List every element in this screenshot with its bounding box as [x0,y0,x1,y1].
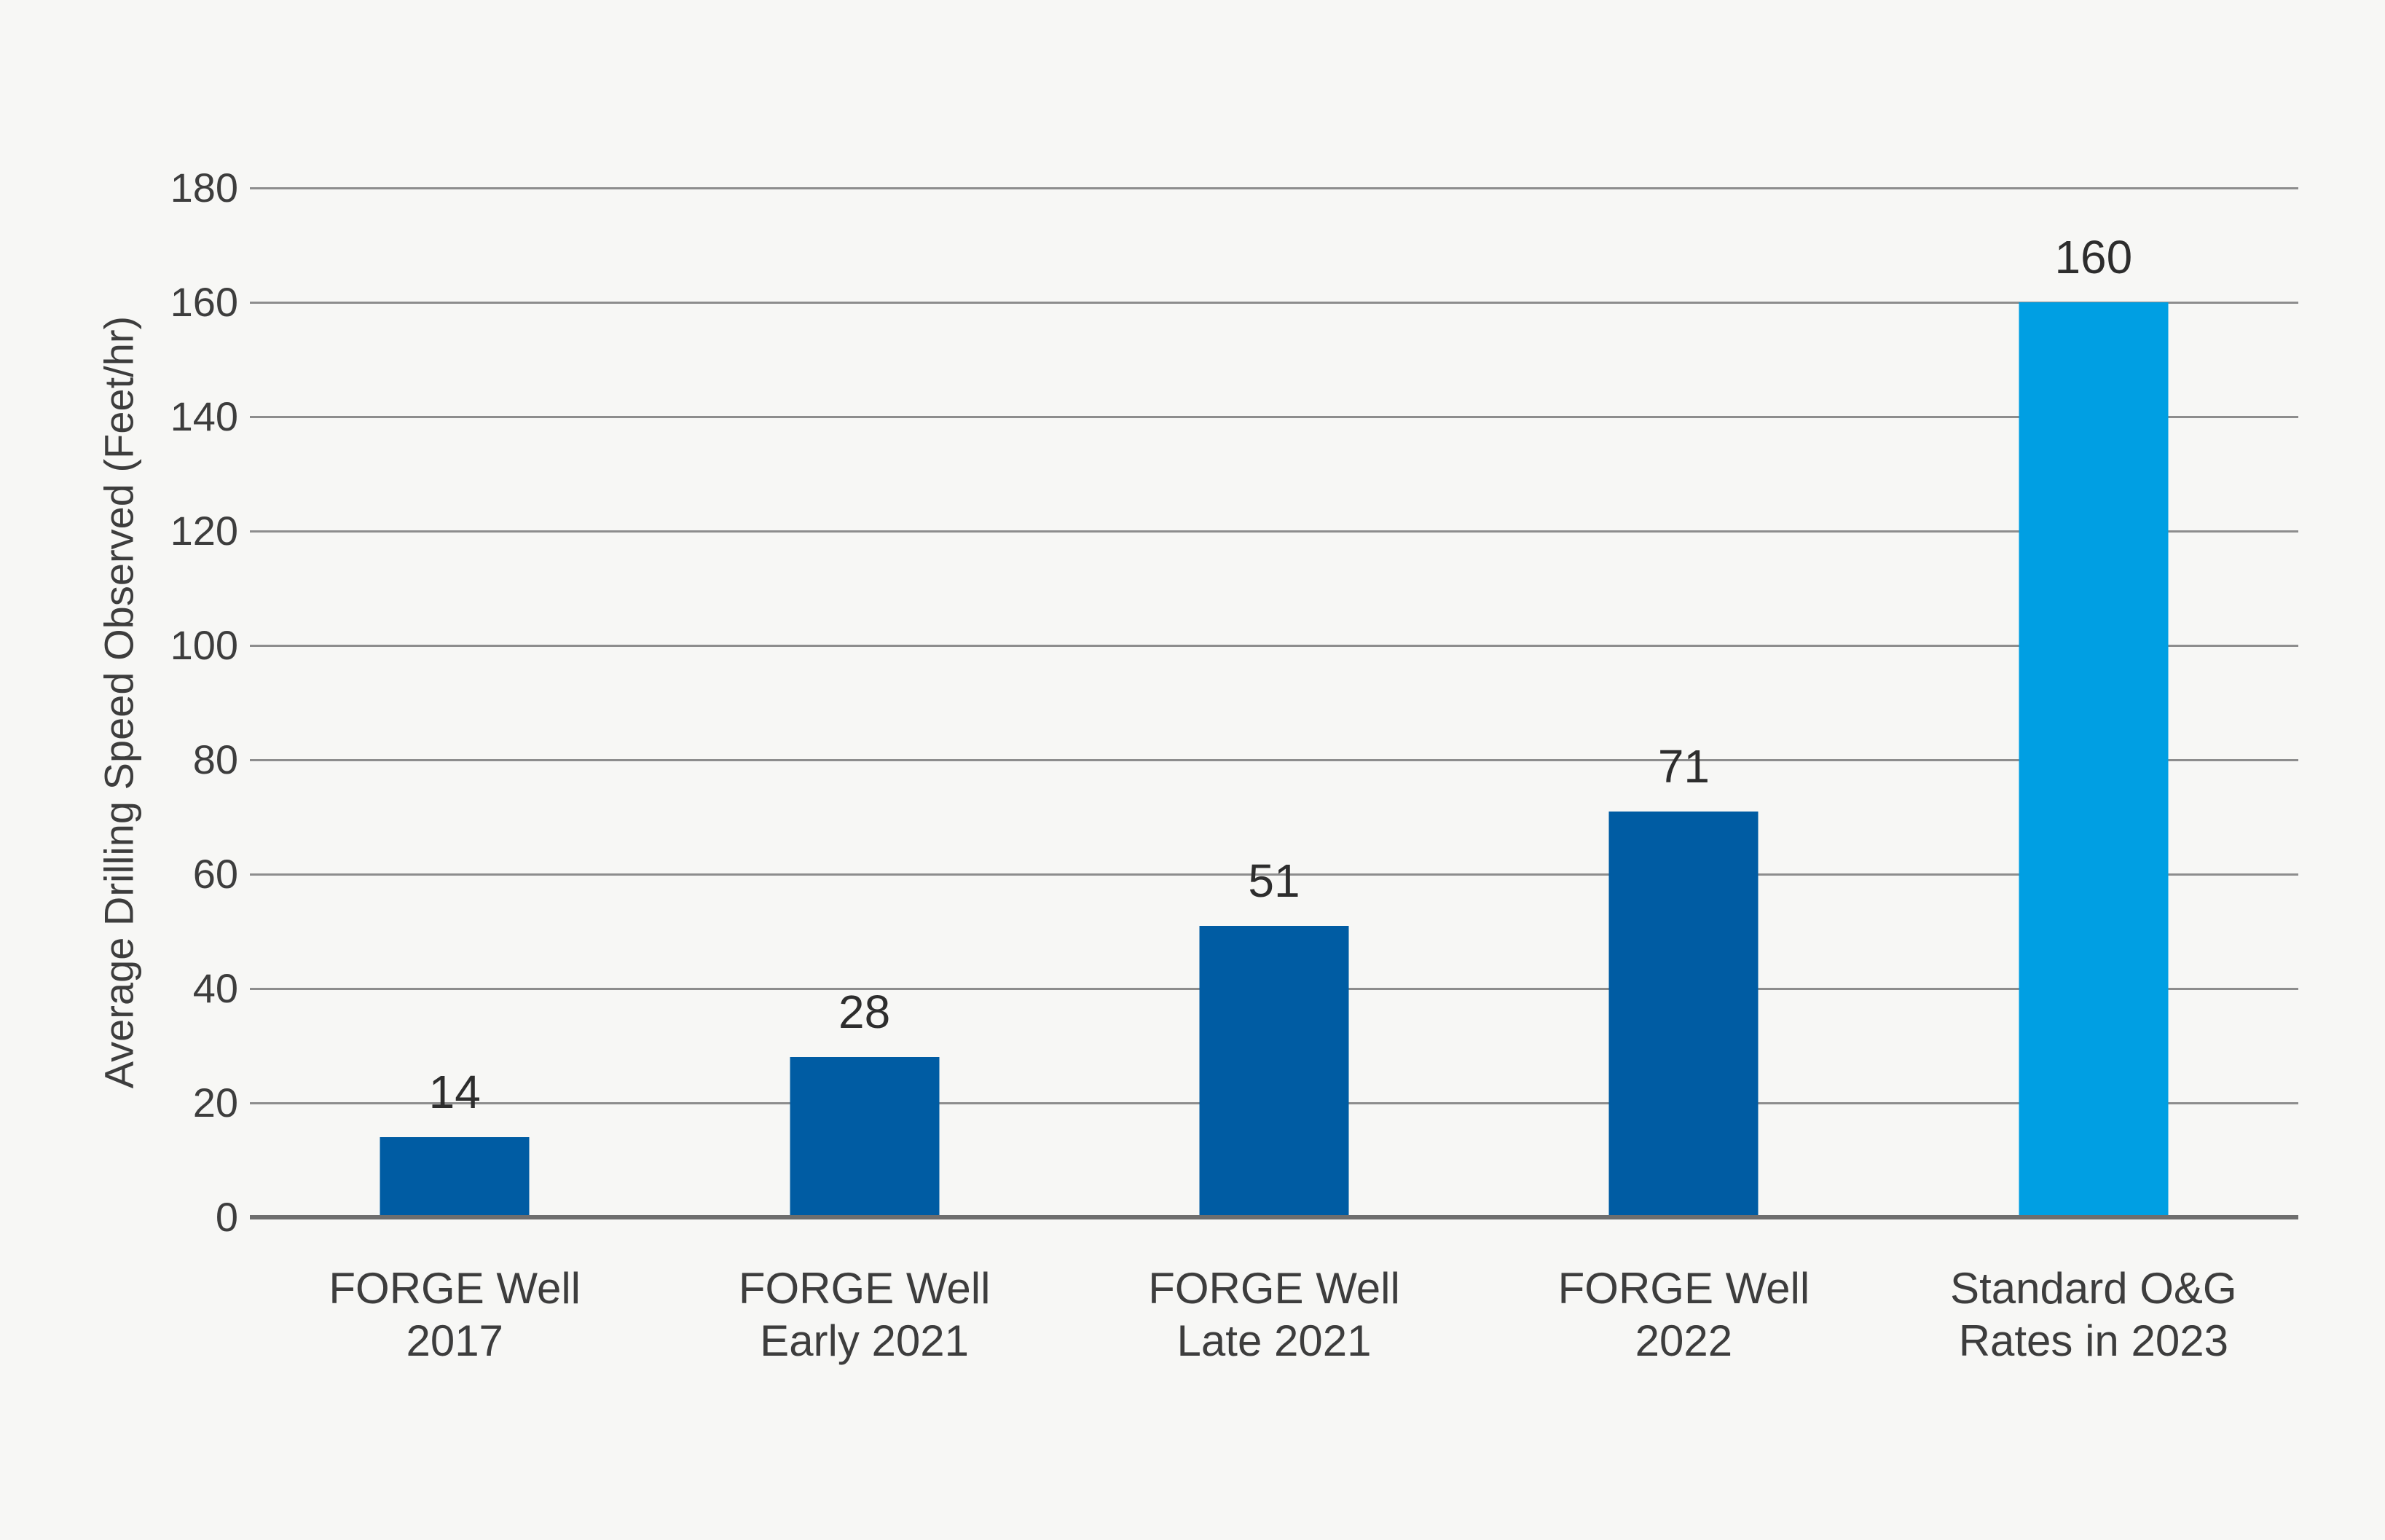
bar-value-label-3: 71 [1657,740,1710,793]
bar-0 [380,1137,530,1217]
y-tick-label-60: 60 [192,851,238,897]
bars-container: 14 28 51 71 160 [250,188,2298,1217]
y-tick-label-80: 80 [192,736,238,782]
gridline-180 [250,186,2298,189]
y-tick-label-160: 160 [170,279,238,325]
gridline-60 [250,873,2298,876]
bar-value-label-0: 14 [428,1066,481,1118]
x-category-label-4: Standard O&G Rates in 2023 [1950,1264,2237,1365]
x-category-label-3: FORGE Well 2022 [1557,1264,1810,1365]
y-tick-label-40: 40 [192,965,238,1011]
bar-slot-0: 14 [250,188,659,1217]
bar-1 [790,1057,940,1217]
x-category-label-0: FORGE Well 2017 [329,1264,581,1365]
y-tick-label-140: 140 [170,393,238,439]
y-tick-label-180: 180 [170,165,238,211]
y-tick-label-100: 100 [170,622,238,668]
y-tick-label-120: 120 [170,508,238,554]
x-axis-category-labels: FORGE Well 2017 FORGE Well Early 2021 FORG… [250,1262,2298,1367]
bar-slot-4: 160 [1889,188,2298,1217]
gridline-140 [250,415,2298,418]
x-axis-line [250,1215,2298,1219]
bar-3 [1608,812,1759,1217]
gridline-160 [250,301,2298,304]
x-category-label-1: FORGE Well Early 2021 [738,1264,991,1365]
y-axis-tick-labels: 0 20 40 60 80 100 120 140 160 180 [0,0,238,1540]
plot-area: 14 28 51 71 160 [250,186,2298,1219]
bar-2 [1199,926,1349,1217]
x-category-label-2: FORGE Well Late 2021 [1148,1264,1400,1365]
bar-value-label-4: 160 [2054,231,2133,283]
gridline-100 [250,644,2298,647]
bar-4 [2019,302,2169,1217]
bar-value-label-2: 51 [1248,855,1300,907]
bar-slot-3: 71 [1479,188,1888,1217]
y-tick-label-0: 0 [215,1194,238,1240]
gridline-120 [250,530,2298,533]
y-tick-label-20: 20 [192,1080,238,1125]
gridline-80 [250,758,2298,761]
bar-value-label-1: 28 [838,986,891,1038]
bar-slot-2: 51 [1069,188,1479,1217]
bar-slot-1: 28 [659,188,1069,1217]
